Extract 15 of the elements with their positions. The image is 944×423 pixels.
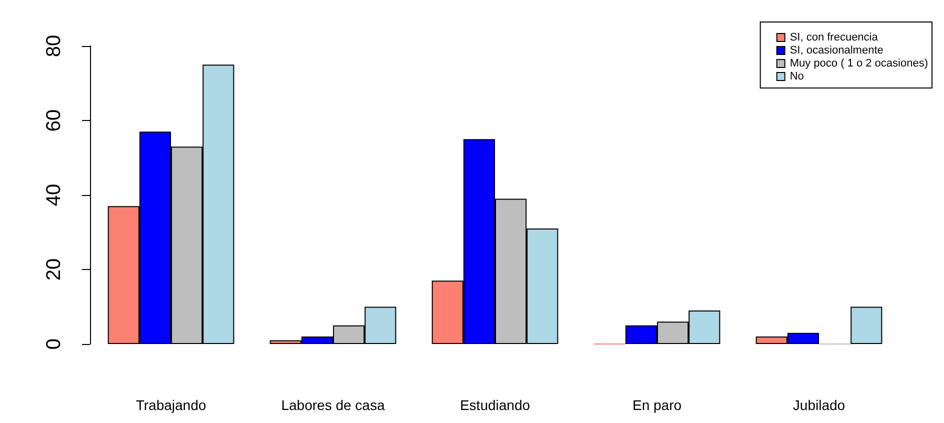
y-tick-label: 80 [43, 34, 65, 58]
x-tick-label: Jubilado [792, 397, 846, 413]
x-tick-label: Estudiando [460, 397, 530, 413]
legend-label: No [790, 70, 804, 82]
legend-label: SI, con frecuencia [790, 32, 879, 44]
y-tick-label: 40 [43, 184, 65, 206]
x-tick-label: En paro [632, 397, 682, 413]
x-tick-label: Labores de casa [281, 397, 385, 413]
legend-label: SI, ocasionalmente [790, 44, 884, 56]
y-tick-label: 20 [43, 258, 65, 281]
y-tick-label: 60 [43, 109, 65, 132]
x-tick-label: Trabajando [136, 397, 206, 413]
bar [850, 306, 882, 344]
legend-label: Muy poco ( 1 o 2 ocasiones) [790, 58, 928, 70]
y-tick-label: 0 [43, 338, 65, 350]
